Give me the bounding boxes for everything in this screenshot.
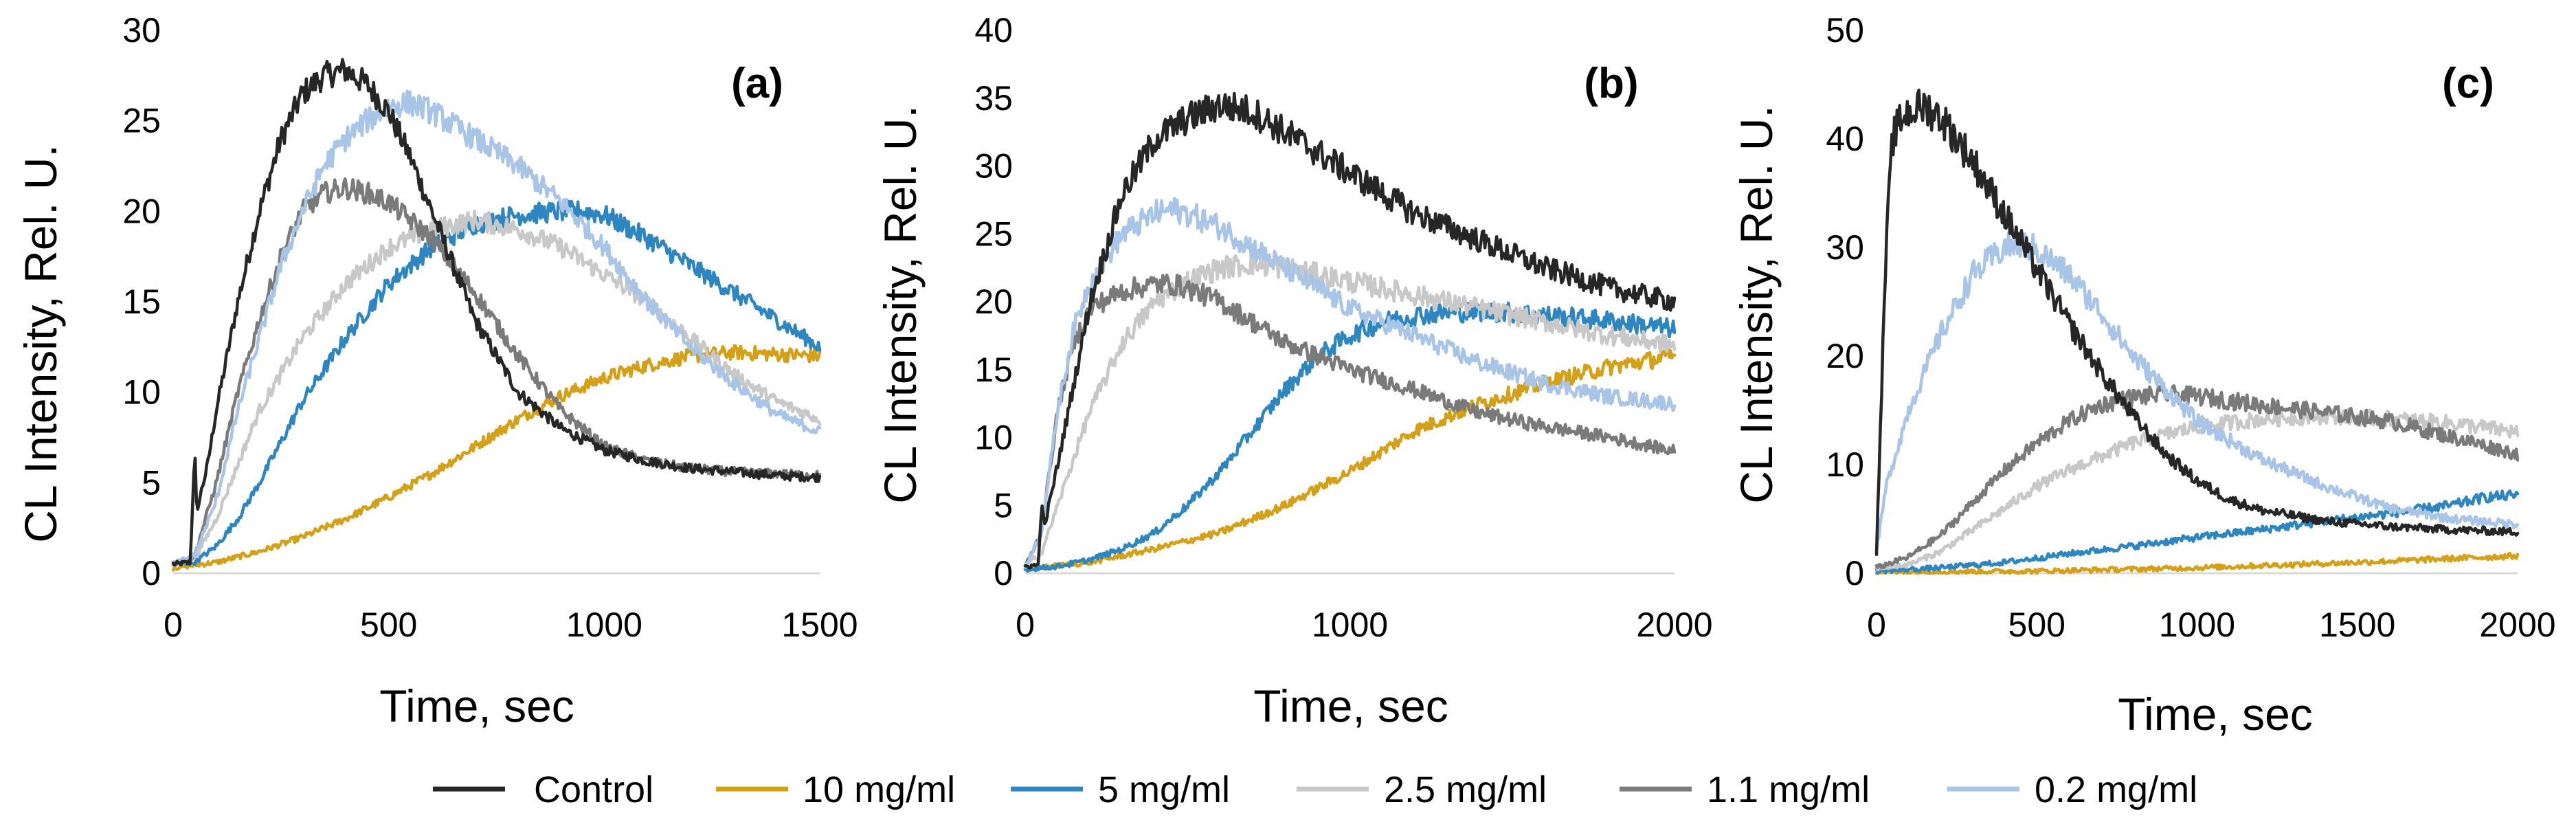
panel-b-ylabel: CL Intensity, Rel. U. xyxy=(875,105,926,504)
panel-b-ytick: 0 xyxy=(994,554,1013,592)
legend-item-10-mg-ml: 10 mg/ml xyxy=(716,769,955,810)
panel-c-xtick: 500 xyxy=(2008,606,2065,644)
panel-c-xlabel: Time, sec xyxy=(2118,689,2313,740)
panel-c-xtick: 2000 xyxy=(2479,606,2555,644)
legend-item-1-1-mg-ml: 1.1 mg/ml xyxy=(1620,769,1870,810)
panel-b-xtick: 1000 xyxy=(1312,606,1388,644)
panel-c-ytick: 20 xyxy=(1826,337,1864,375)
legend-label-5-mg-ml: 5 mg/ml xyxy=(1098,769,1230,810)
panel-a: CL Intensity, Rel. U. 0 5 10 15 20 25 30 0 500 1… xyxy=(15,11,858,731)
panel-b-ytick: 5 xyxy=(994,486,1013,524)
panel-b-xtick: 0 xyxy=(1016,606,1035,644)
panel-c-series-1-1-mg-ml xyxy=(1874,384,2520,570)
legend-label-1-1-mg-ml: 1.1 mg/ml xyxy=(1707,769,1870,810)
legend-label-10-mg-ml: 10 mg/ml xyxy=(803,769,955,810)
panel-c-ylabel: CL Intensity, Rel. U. xyxy=(1731,105,1782,504)
panel-a-ytick: 5 xyxy=(142,463,161,502)
legend-label-control: Control xyxy=(534,769,653,810)
panel-b-ytick: 35 xyxy=(974,79,1013,118)
panel-b-xticks: 0 1000 2000 xyxy=(1016,606,1713,644)
panel-a-series-control xyxy=(171,58,822,567)
panel-b-ytick: 20 xyxy=(974,282,1013,321)
panel-a-ytick: 0 xyxy=(142,554,161,592)
panel-b-series-2-5-mg-ml xyxy=(1023,252,1677,568)
panel-a-ytick: 20 xyxy=(122,192,161,230)
panel-b-ytick: 25 xyxy=(974,214,1013,253)
panel-c-xtick: 0 xyxy=(1867,606,1886,644)
panel-a-xtick: 500 xyxy=(360,606,417,644)
panel-b-ytick: 10 xyxy=(974,419,1013,457)
panel-c-series-0-2-mg-ml xyxy=(1874,230,2520,553)
legend-item-5-mg-ml: 5 mg/ml xyxy=(1011,769,1230,810)
legend-item-0-2-mg-ml: 0.2 mg/ml xyxy=(1947,769,2197,810)
panel-a-ylabel: CL Intensity, Rel. U. xyxy=(15,144,66,543)
panel-c-ytick: 40 xyxy=(1826,120,1864,158)
panel-a-ytick: 25 xyxy=(122,102,161,140)
panel-c-ytick: 50 xyxy=(1826,11,1864,49)
panel-b-series-1-1-mg-ml xyxy=(1023,274,1677,568)
panel-b-series-5-mg-ml xyxy=(1023,300,1677,573)
legend-label-2-5-mg-ml: 2.5 mg/ml xyxy=(1384,769,1547,810)
panel-b-series-0-2-mg-ml xyxy=(1023,197,1677,569)
panel-a-series-5-mg-ml xyxy=(171,199,822,567)
panel-a-xtick: 0 xyxy=(164,606,183,644)
panel-b-ytick: 30 xyxy=(974,147,1013,186)
panel-a-series-2-5-mg-ml xyxy=(171,210,822,566)
panel-a-ytick: 30 xyxy=(122,11,161,49)
panel-a-plot xyxy=(171,58,822,572)
panel-c: CL Intensity, Rel. U. 0 10 20 30 40 50 0 500 10… xyxy=(1731,11,2556,740)
legend-item-control: Control xyxy=(433,769,653,810)
legend-label-0-2-mg-ml: 0.2 mg/ml xyxy=(2035,769,2197,810)
panel-b-xlabel: Time, sec xyxy=(1253,680,1448,731)
panel-a-xticks: 0 500 1000 1500 xyxy=(164,606,858,644)
panel-a-series-0-2-mg-ml xyxy=(171,89,822,568)
panel-a-xtick: 1000 xyxy=(566,606,642,644)
panel-c-label: (c) xyxy=(2442,60,2494,107)
legend-item-2-5-mg-ml: 2.5 mg/ml xyxy=(1297,769,1547,810)
panel-b-label: (b) xyxy=(1584,60,1638,107)
panel-b-plot xyxy=(1023,91,1677,573)
panel-c-xtick: 1000 xyxy=(2159,606,2235,644)
panel-b-ytick: 15 xyxy=(974,351,1013,389)
panel-a-xlabel: Time, sec xyxy=(379,680,574,731)
panel-c-series-10-mg-ml xyxy=(1874,551,2520,575)
panel-b-series-control xyxy=(1023,91,1677,570)
panel-c-xticks: 0 500 1000 1500 2000 xyxy=(1867,606,2556,644)
panel-a-xtick: 1500 xyxy=(781,606,858,644)
panel-b-xtick: 2000 xyxy=(1636,606,1712,644)
panel-c-series-control xyxy=(1874,88,2520,557)
panel-c-plot xyxy=(1874,88,2520,575)
panel-b: CL Intensity, Rel. U. 0 5 10 15 20 25 30 35 40 0… xyxy=(875,11,1713,731)
panel-a-yticks: 0 5 10 15 20 25 30 xyxy=(122,11,161,592)
panel-a-label: (a) xyxy=(731,60,783,107)
panel-a-ytick: 10 xyxy=(122,373,161,412)
legend: Control 10 mg/ml 5 mg/ml 2.5 mg/ml 1.1 m… xyxy=(433,769,2197,810)
panel-b-yticks: 0 5 10 15 20 25 30 35 40 xyxy=(974,11,1013,592)
panel-a-series-1-1-mg-ml xyxy=(171,177,822,568)
panel-c-ytick: 10 xyxy=(1826,445,1864,484)
panel-c-yticks: 0 10 20 30 40 50 xyxy=(1826,11,1864,592)
panel-c-xtick: 1500 xyxy=(2319,606,2395,644)
panel-c-ytick: 0 xyxy=(1845,554,1864,592)
panel-a-ytick: 15 xyxy=(122,282,161,321)
panel-b-series-10-mg-ml xyxy=(1023,347,1677,572)
panel-c-ytick: 30 xyxy=(1826,228,1864,267)
panel-b-ytick: 40 xyxy=(974,11,1013,49)
